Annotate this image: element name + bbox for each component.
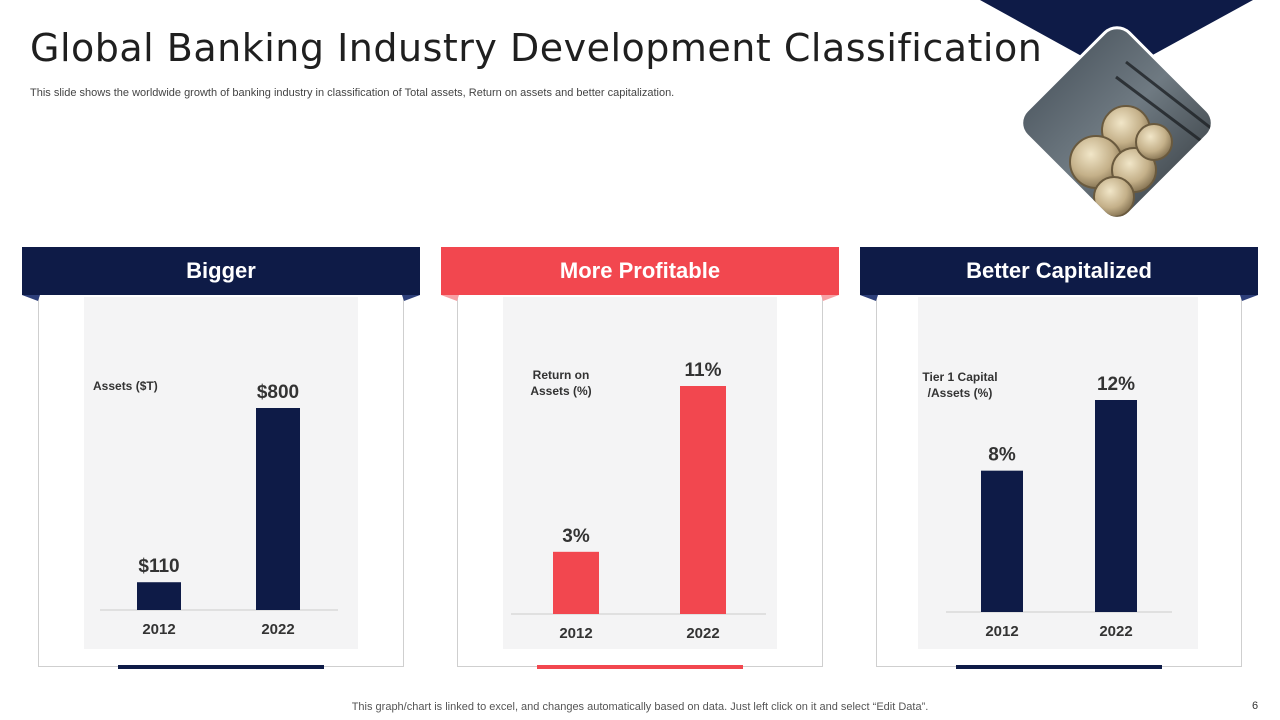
y-axis-label-line: Assets ($T): [93, 379, 158, 393]
x-tick-label: 2022: [1099, 623, 1132, 640]
panel-better-capitalized: Better Capitalized Tier 1 Capital/Assets…: [860, 247, 1258, 669]
y-axis-label-line: Tier 1 Capital: [922, 370, 997, 384]
panel-bigger: Bigger Assets ($T) $110 2012 $800 2022: [22, 247, 420, 669]
y-axis-label-line: Return on: [533, 368, 590, 382]
data-label: 12%: [1097, 374, 1135, 395]
page-number: 6: [1252, 700, 1259, 712]
chart-background: [503, 297, 777, 649]
header-fold-right: [1240, 295, 1258, 301]
bar-2012: [553, 551, 599, 614]
x-tick-label: 2012: [142, 621, 175, 638]
header-fold-left: [860, 295, 878, 301]
chart-background: [918, 297, 1198, 649]
y-axis-label-line: /Assets (%): [928, 386, 993, 400]
panel-underline: [118, 665, 324, 669]
header-fold-right: [821, 295, 839, 301]
data-label: 3%: [562, 526, 590, 547]
x-tick-label: 2012: [559, 625, 592, 642]
panel-underline: [956, 665, 1162, 669]
x-tick-label: 2022: [686, 625, 719, 642]
y-axis-label: Assets ($T): [93, 379, 158, 393]
header-fold-left: [441, 295, 459, 301]
header-fold-right: [402, 295, 420, 301]
y-axis-label: Tier 1 Capital/Assets (%): [922, 370, 997, 400]
data-label: $800: [257, 382, 299, 403]
x-tick-label: 2022: [261, 621, 294, 638]
y-axis-label-line: Assets (%): [530, 384, 591, 398]
slide-subtitle: This slide shows the worldwide growth of…: [30, 87, 675, 99]
chart-background: [84, 297, 358, 649]
bar-2022: [680, 386, 726, 614]
bar-2012: [137, 582, 181, 610]
data-label: 8%: [988, 445, 1016, 466]
x-tick-label: 2012: [985, 623, 1018, 640]
panel-header: More Profitable: [441, 247, 839, 295]
slide-title: Global Banking Industry Development Clas…: [30, 26, 1043, 70]
bar-2022: [1095, 400, 1137, 612]
data-label: 11%: [685, 360, 722, 381]
panel-header: Better Capitalized: [860, 247, 1258, 295]
chart-bigger: Assets ($T) $110 2012 $800 2022: [93, 379, 338, 638]
coins-photo-image: [1016, 22, 1218, 224]
data-label: $110: [138, 556, 179, 577]
panel-header: Bigger: [22, 247, 420, 295]
panel-underline: [537, 665, 743, 669]
chart-more-profitable: Return on Assets (%) 3% 2012 11% 2022: [511, 360, 766, 642]
bar-2022: [256, 408, 300, 610]
bar-2012: [981, 470, 1023, 612]
header-fold-left: [22, 295, 40, 301]
panel-more-profitable: More Profitable Return on Assets (%) 3% 201…: [441, 247, 839, 669]
y-axis-label: Return on Assets (%): [530, 368, 591, 398]
chart-better-capitalized: Tier 1 Capital/Assets (%) 8% 2012 12% 2022: [922, 370, 1172, 640]
footer-note: This graph/chart is linked to excel, and…: [351, 701, 929, 713]
